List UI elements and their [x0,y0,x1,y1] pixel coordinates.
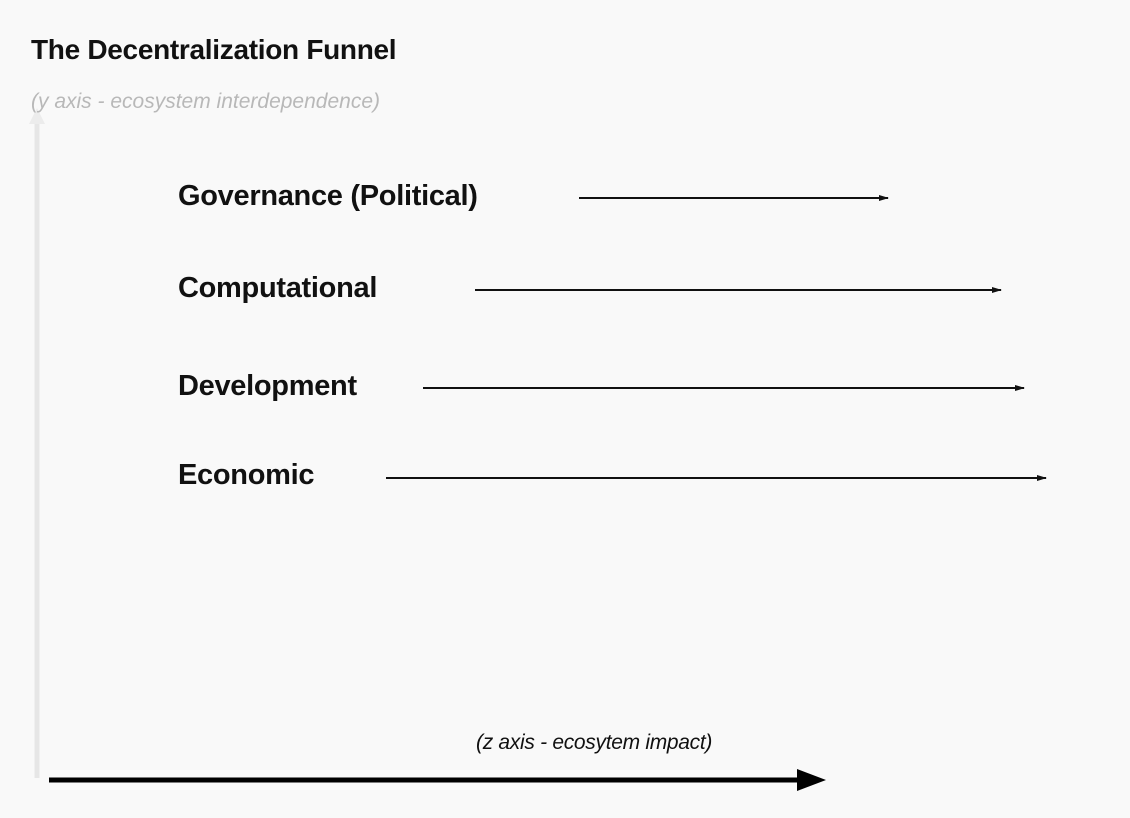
diagram-title: The Decentralization Funnel [31,34,397,65]
z-axis-arrow [49,769,826,791]
category-computational: Computational [178,272,378,304]
category-development: Development [178,370,357,402]
y-axis-label: (y axis - ecosystem interdependence) [31,90,380,113]
category-economic: Economic [178,459,315,491]
category-governance: Governance (Political) [178,180,478,212]
y-axis-arrow [29,108,45,778]
z-axis-label: (z axis - ecosytem impact) [476,731,713,754]
